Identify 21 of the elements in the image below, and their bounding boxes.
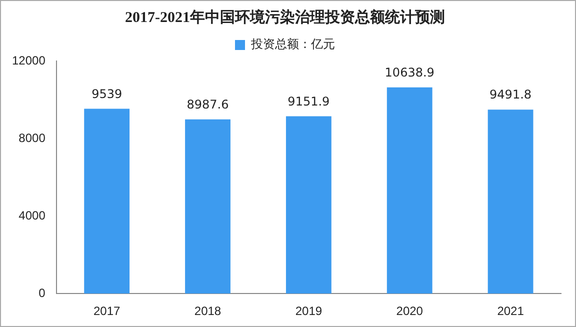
y-tick-label: 4000 — [18, 208, 46, 222]
data-label: 9491.8 — [490, 88, 532, 102]
x-tick-label: 2021 — [497, 304, 524, 318]
data-label: 10638.9 — [384, 66, 434, 80]
data-label: 9151.9 — [288, 94, 330, 108]
y-tick-label: 0 — [38, 286, 46, 300]
y-tick-label: 8000 — [18, 130, 46, 145]
bar — [488, 110, 534, 294]
x-tick-label: 2018 — [194, 304, 222, 318]
bar — [185, 119, 230, 294]
y-tick-label: 12000 — [12, 53, 46, 68]
data-label: 8987.6 — [186, 98, 229, 112]
x-tick-label: 2019 — [295, 304, 322, 318]
x-tick-label: 2017 — [93, 304, 120, 318]
bar — [286, 116, 332, 294]
legend-label: 投资总额：亿元 — [250, 37, 335, 52]
bar — [84, 108, 130, 294]
data-label: 9539 — [92, 86, 122, 101]
x-tick-label: 2020 — [396, 304, 424, 318]
bar — [386, 87, 432, 294]
chart-title: 2017-2021年中国环境污染治理投资总额统计预测 — [125, 8, 445, 26]
